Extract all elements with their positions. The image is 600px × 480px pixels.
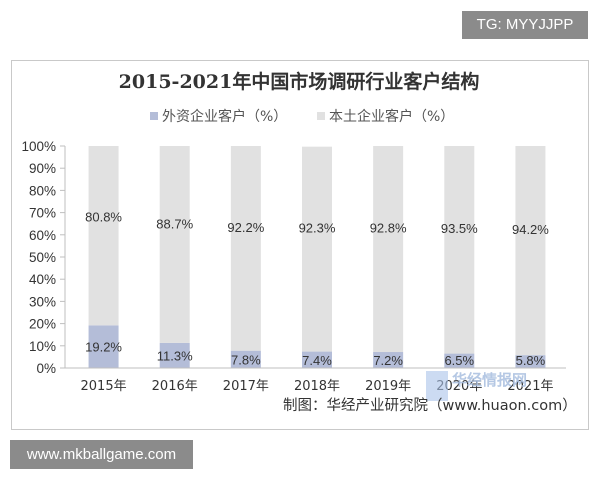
bar-domestic [444,146,475,354]
bar-domestic [230,146,261,351]
data-label-domestic: 93.5% [441,221,478,236]
y-tick-label: 40% [29,272,56,287]
bar-foreign [302,351,332,368]
y-tick-label: 70% [29,206,56,221]
bar-foreign [159,342,190,368]
y-tick-label: 60% [29,228,56,243]
data-label-domestic: 88.7% [156,217,193,232]
data-label-domestic: 92.2% [227,220,264,235]
bar-domestic [302,146,332,352]
bar-foreign [373,352,404,368]
source-note: 制图：华经产业研究院（www.huaon.com） [283,397,577,414]
x-tick-label: 2016年 [152,379,198,394]
bar-domestic [515,146,546,356]
bar-foreign [88,325,119,368]
data-label-foreign: 7.8% [231,352,261,367]
x-tick-label: 2019年 [365,379,411,394]
bar-domestic [159,146,190,343]
legend-label: 外资企业客户（%） [162,108,287,125]
legend-swatch [150,112,158,120]
data-label-domestic: 94.2% [512,222,549,237]
y-tick-label: 80% [29,183,56,198]
data-label-foreign: 11.3% [157,348,193,363]
logo-text: 华经情报网 [452,371,527,389]
y-tick-label: 10% [29,339,56,354]
bar-foreign [444,353,475,368]
x-tick-label: 2015年 [81,379,127,394]
y-tick-label: 30% [29,294,56,309]
data-label-domestic: 80.8% [85,209,122,224]
x-tick-label: 2018年 [294,379,340,394]
chart-legend: 外资企业客户（%） 本土企业客户（%） [150,108,454,125]
data-label-foreign: 19.2% [85,340,122,355]
legend-swatch [317,112,325,120]
y-tick-label: 50% [29,250,56,265]
y-tick-label: 0% [36,361,56,376]
legend-label: 本土企业客户（%） [329,108,454,125]
bar-foreign [230,350,261,368]
data-label-domestic: 92.8% [370,221,407,236]
y-tick-label: 100% [21,139,56,154]
x-tick-label: 2021年 [507,379,553,394]
y-axis: 0% 10% 20% 30% 40% 50% 60% 70% 80% 90% 100% [21,139,66,376]
bar-foreign [515,355,546,368]
watermark-top: TG: MYYJJPP [462,11,588,39]
data-label-foreign: 7.4% [302,353,332,368]
chart-title: 2015-2021年中国市场调研行业客户结构 [119,70,480,93]
bar-domestic [88,146,119,326]
data-label-domestic: 92.3% [299,221,336,236]
data-label-foreign: 6.5% [444,353,474,368]
y-tick-label: 90% [29,161,56,176]
huaon-logo: 华经情报网 [426,371,527,401]
watermark-bottom: www.mkballgame.com [10,440,193,469]
logo-mark [426,371,448,401]
y-tick-label: 20% [29,317,56,332]
data-label-foreign: 5.8% [516,353,546,368]
bar-domestic [373,146,404,353]
chart-bars [88,146,546,368]
x-tick-label: 2017年 [223,379,269,394]
data-label-foreign: 7.2% [373,353,403,368]
data-labels: 80.8% 19.2% 88.7% 11.3% 92.2% 7.8% 92.3% 7.4% 92… [85,209,549,368]
